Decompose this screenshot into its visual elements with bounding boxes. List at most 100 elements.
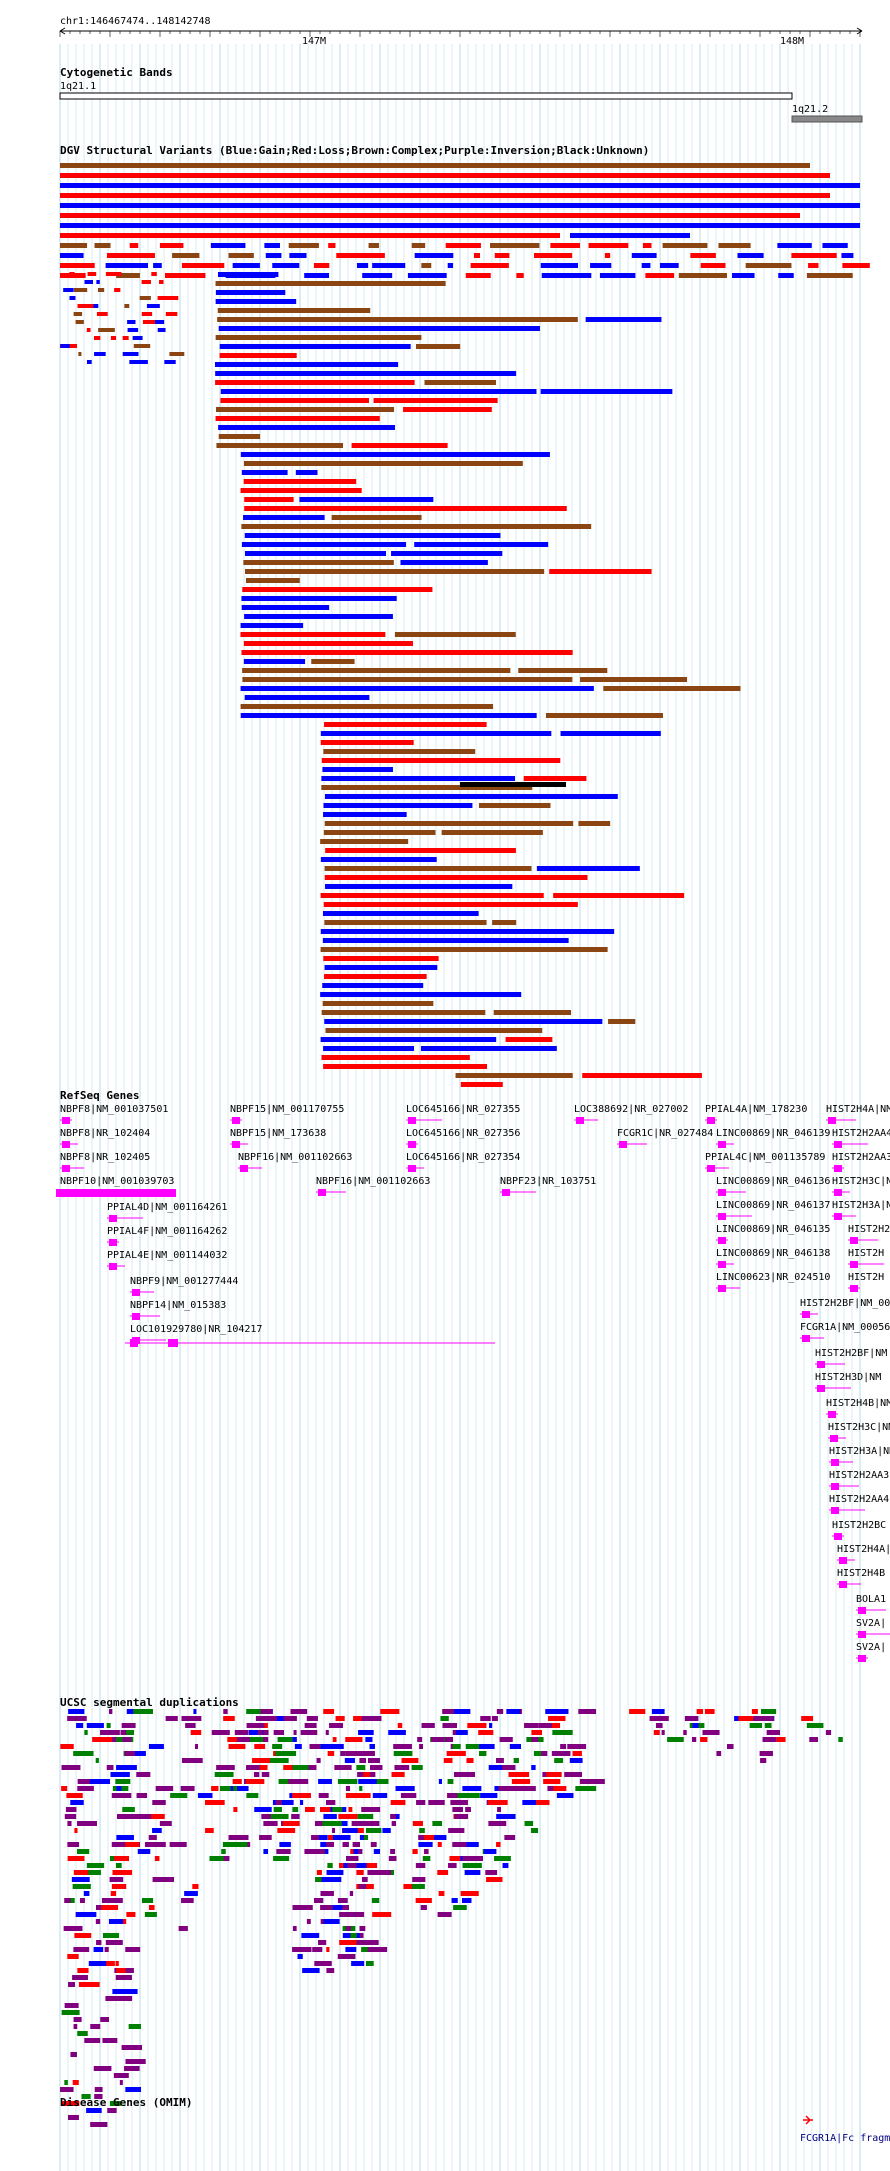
segmental-duplication[interactable] [382,1828,391,1833]
structural-variant[interactable] [215,281,446,286]
segmental-duplication[interactable] [293,1730,297,1735]
segmental-duplication[interactable] [245,1779,265,1784]
segmental-duplication[interactable] [485,1870,497,1875]
structural-variant[interactable] [678,273,727,278]
segmental-duplication[interactable] [323,1814,337,1819]
structural-variant[interactable] [243,479,357,484]
gene-exon[interactable] [839,1581,847,1588]
segmental-duplication[interactable] [292,1793,311,1798]
segmental-duplication[interactable] [351,1821,361,1826]
segmental-duplication[interactable] [275,1751,297,1756]
segmental-duplication[interactable] [342,1828,358,1833]
segmental-duplication[interactable] [154,1856,160,1861]
segmental-duplication[interactable] [491,1716,498,1721]
structural-variant[interactable] [403,407,492,412]
segmental-duplication[interactable] [81,2094,91,2099]
segmental-duplication[interactable] [351,1793,371,1798]
segmental-duplication[interactable] [700,1737,708,1742]
segmental-duplication[interactable] [547,1709,569,1714]
gene-exon[interactable] [858,1655,866,1662]
structural-variant[interactable] [241,650,573,655]
structural-variant[interactable] [421,263,432,268]
segmental-duplication[interactable] [488,1765,503,1770]
structural-variant[interactable] [141,312,153,316]
segmental-duplication[interactable] [448,1828,465,1833]
segmental-duplication[interactable] [397,1723,403,1728]
segmental-duplication[interactable] [449,1856,461,1861]
segmental-duplication[interactable] [340,1751,346,1756]
segmental-duplication[interactable] [339,1912,360,1917]
segmental-duplication[interactable] [222,1842,240,1847]
structural-variant[interactable] [217,308,371,313]
structural-variant[interactable] [505,1037,553,1042]
structural-variant[interactable] [141,280,151,284]
segmental-duplication[interactable] [369,1744,375,1749]
segmental-duplication[interactable] [180,1786,195,1791]
gene-label[interactable]: LINC00869|NR_046139 [716,1128,830,1139]
segmental-duplication[interactable] [764,1723,772,1728]
segmental-duplication[interactable] [497,1807,501,1812]
structural-variant[interactable] [323,1046,415,1051]
segmental-duplication[interactable] [418,1842,433,1847]
segmental-duplication[interactable] [308,1765,317,1770]
segmental-duplication[interactable] [513,1758,519,1763]
segmental-duplication[interactable] [337,1779,358,1784]
gene-exon[interactable] [56,1189,176,1197]
structural-variant[interactable] [142,320,159,324]
structural-variant[interactable] [322,938,569,943]
segmental-duplication[interactable] [75,1912,97,1917]
segmental-duplication[interactable] [498,1786,512,1791]
segmental-duplication[interactable] [460,1891,479,1896]
segmental-duplication[interactable] [567,1744,587,1749]
segmental-duplication[interactable] [486,1877,503,1882]
structural-variant[interactable] [127,328,139,332]
dgv-track-title[interactable]: DGV Structural Variants (Blue:Gain;Red:L… [60,144,649,157]
segmental-duplication[interactable] [419,1828,425,1833]
structural-variant[interactable] [490,243,540,248]
structural-variant[interactable] [218,425,395,430]
structural-variant[interactable] [324,866,532,871]
structural-variant[interactable] [210,243,246,248]
segmental-duplication[interactable] [273,1730,285,1735]
segmental-duplication[interactable] [502,1863,509,1868]
structural-variant[interactable] [324,821,574,826]
structural-variant[interactable] [323,902,578,907]
omim-gene-arrow[interactable] [803,2115,813,2125]
structural-variant[interactable] [641,263,651,268]
segmental-duplication[interactable] [522,1800,537,1805]
segmental-duplication[interactable] [159,1821,172,1826]
structural-variant[interactable] [217,272,279,277]
gene-exon[interactable] [834,1213,842,1220]
segmental-duplication[interactable] [61,2101,80,2106]
segmental-duplication[interactable] [306,1919,311,1924]
structural-variant[interactable] [465,273,491,278]
structural-variant[interactable] [244,551,387,556]
structural-variant[interactable] [323,803,473,808]
structural-variant[interactable] [660,263,679,268]
segmental-duplication[interactable] [228,1744,246,1749]
segmental-duplication[interactable] [170,1793,188,1798]
segmental-duplication[interactable] [431,1737,445,1742]
structural-variant[interactable] [164,273,206,278]
gene-label[interactable]: LOC645166|NR_027355 [406,1104,520,1115]
segmental-duplication[interactable] [749,1723,763,1728]
segmental-duplication[interactable] [358,1730,374,1735]
structural-variant[interactable] [73,312,83,316]
structural-variant[interactable] [518,668,608,673]
segmental-duplication[interactable] [372,1779,389,1784]
segmental-duplication[interactable] [205,1800,225,1805]
segmental-duplication[interactable] [113,2073,129,2078]
segmental-duplication[interactable] [64,1814,77,1819]
segmental-duplication[interactable] [76,1723,84,1728]
structural-variant[interactable] [560,731,661,736]
segmental-duplication[interactable] [115,1779,131,1784]
gene-label[interactable]: HIST2H2BC [832,1520,886,1531]
segmental-duplication[interactable] [141,1898,154,1903]
segmental-duplication[interactable] [337,1954,354,1959]
segmental-duplication[interactable] [325,1730,329,1735]
segmental-duplication[interactable] [702,1730,720,1735]
segmental-duplication[interactable] [237,1786,249,1791]
structural-variant[interactable] [241,524,592,529]
structural-variant[interactable] [155,320,165,324]
structural-variant[interactable] [245,578,300,583]
